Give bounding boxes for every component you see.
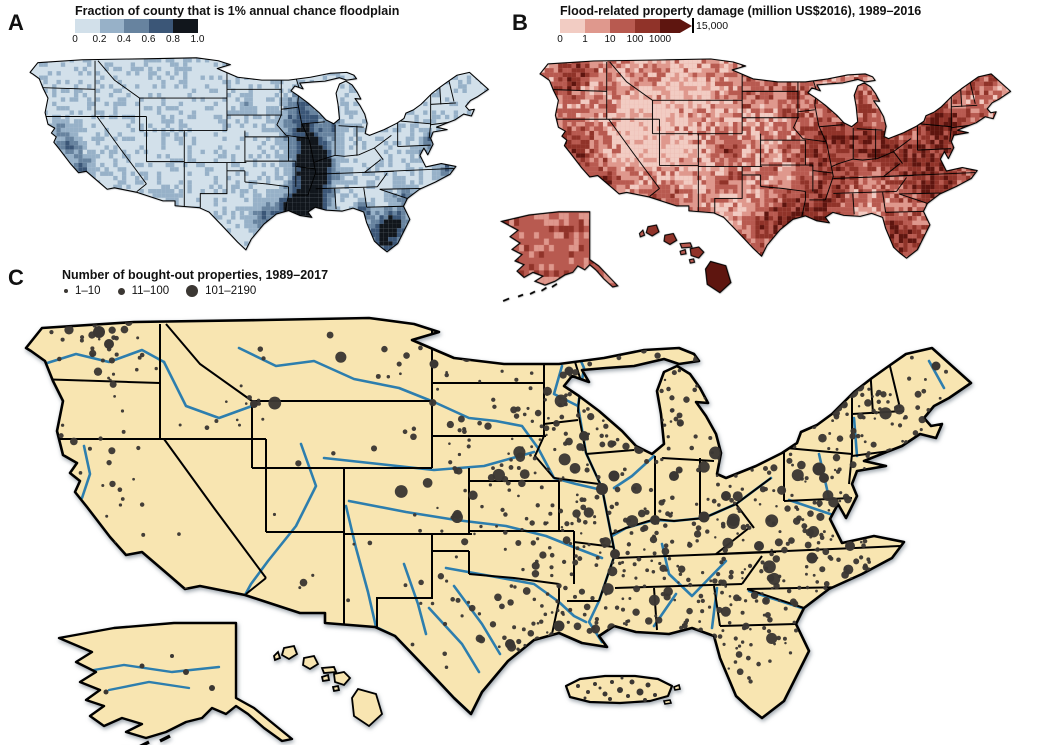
panel-b-colorbar-max: 15,000 <box>692 18 728 33</box>
colorbar-swatch <box>124 19 149 33</box>
panel-c-legend-title: Number of bought-out properties, 1989–20… <box>62 268 329 282</box>
panel-a-colorbar <box>75 19 198 33</box>
colorbar-tick-label: 10 <box>604 34 616 45</box>
map-panel-a-floodplain-choropleth <box>29 57 489 253</box>
colorbar-swatch <box>99 19 124 33</box>
colorbar-tick-label: 0.6 <box>141 34 156 45</box>
panel-b-max-label: 15,000 <box>696 19 729 32</box>
colorbar-swatch <box>173 19 198 33</box>
panel-b-letter: B <box>512 10 528 35</box>
panel-b-legend-title: Flood-related property damage (million U… <box>560 4 922 18</box>
colorbar-swatch <box>75 19 100 33</box>
dot-size-sample <box>64 289 68 293</box>
colorbar-tick-label: 0.4 <box>117 34 131 45</box>
map-panel-b-damage-choropleth <box>499 58 1012 302</box>
colorbar-tick-label: 0 <box>72 34 78 45</box>
dot-size-label: 101–2190 <box>205 285 257 297</box>
panel-b-colorbar-ticks: 0 1 10 100 1000 <box>557 34 690 46</box>
colorbar-tick-label: 1000 <box>648 34 672 45</box>
colorbar-tick-label: 100 <box>626 34 644 45</box>
colorbar-swatch <box>148 19 173 33</box>
max-tick-bar-icon <box>692 18 694 33</box>
dot-size-sample <box>117 287 125 295</box>
panel-c-letter: C <box>8 265 24 290</box>
colorbar-tick-label: 0.8 <box>166 34 180 45</box>
panel-b-colorbar <box>560 19 692 33</box>
dot-size-label: 11–100 <box>131 285 170 297</box>
colorbar-tick-label: 0 <box>557 34 563 45</box>
colorbar-swatch <box>585 19 610 33</box>
panel-a-colorbar-ticks: 0 0.2 0.4 0.6 0.8 1.0 <box>72 34 205 46</box>
dot-size-label: 1–10 <box>75 285 101 297</box>
colorbar-swatch <box>635 19 660 33</box>
colorbar-swatch <box>560 19 585 33</box>
colorbar-tick-label: 1 <box>582 34 588 45</box>
dot-size-sample <box>186 285 199 297</box>
panel-a-letter: A <box>8 10 24 35</box>
panel-a-legend-title: Fraction of county that is 1% annual cha… <box>75 4 400 18</box>
colorbar-swatch <box>610 19 635 33</box>
map-panel-c-buyout-dots <box>24 316 973 745</box>
colorbar-swatch <box>660 19 692 33</box>
panel-c-dot-size-legend: 1–10 11–100 101–2190 <box>64 285 266 297</box>
colorbar-tick-label: 1.0 <box>190 34 205 45</box>
colorbar-tick-label: 0.2 <box>92 34 107 45</box>
